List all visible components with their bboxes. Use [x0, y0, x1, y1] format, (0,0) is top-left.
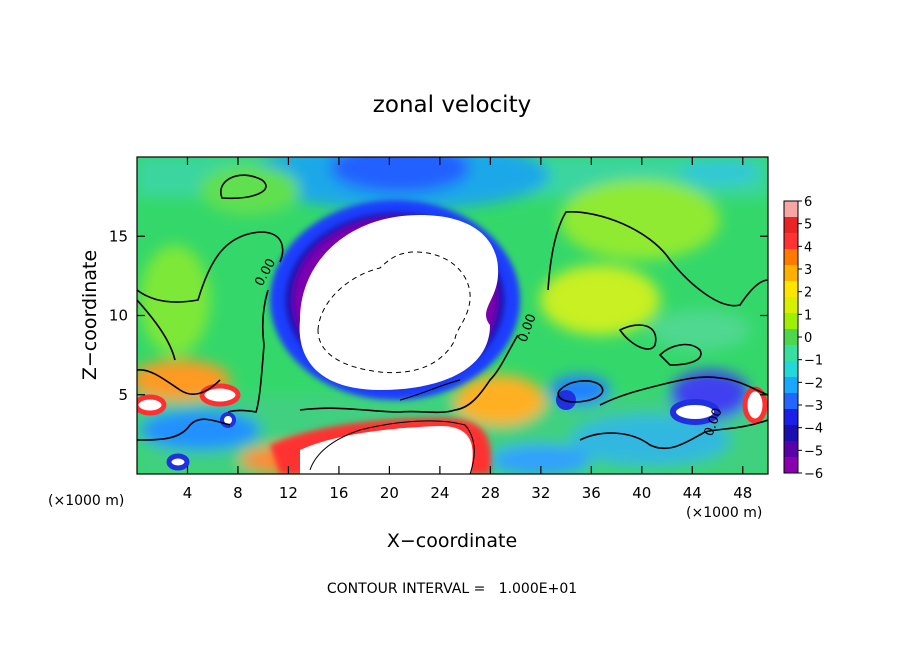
- x-tick-label: 8: [233, 484, 243, 502]
- colorbar-tick-label: 5: [804, 218, 812, 233]
- x-tick-label: 32: [531, 484, 550, 502]
- x-tick-label: 36: [582, 484, 601, 502]
- colorbar-segment: [784, 377, 798, 394]
- contour-interval-note: CONTOUR INTERVAL = 1.000E+01: [327, 581, 577, 597]
- colorbar-tick-label: 2: [804, 286, 812, 301]
- x-tick-label: 28: [481, 484, 500, 502]
- colorbar-tick-label: −4: [804, 422, 823, 437]
- colorbar-segment: [784, 297, 798, 314]
- colorbar-tick-label: −1: [804, 354, 823, 369]
- x-tick-label: 44: [683, 484, 702, 502]
- heatmap-field: [137, 157, 768, 474]
- colorbar-segment: [784, 345, 798, 362]
- colorbar-segment: [784, 409, 798, 426]
- colorbar-tick-label: 4: [804, 240, 812, 255]
- colorbar-tick-label: −2: [804, 376, 823, 391]
- x-tick-label: 20: [380, 484, 399, 502]
- colorbar-segment: [784, 361, 798, 378]
- colorbar-segment: [784, 329, 798, 346]
- x-unit-left: (×1000 m): [48, 493, 124, 509]
- vortex-core: [299, 215, 499, 390]
- y-tick-label: 5: [118, 386, 128, 404]
- colorbar-tick-label: −6: [804, 467, 823, 482]
- colorbar-tick-label: −5: [804, 444, 823, 459]
- y-tick-label: 15: [109, 227, 128, 245]
- y-tick-label: 10: [109, 307, 128, 325]
- colorbar-tick-label: 0: [804, 331, 812, 346]
- colorbar-segment: [784, 441, 798, 458]
- colorbar-segment: [784, 393, 798, 410]
- x-tick-label: 16: [329, 484, 348, 502]
- x-tick-label: 24: [430, 484, 449, 502]
- colorbar-segment: [784, 281, 798, 298]
- colorbar-segment: [784, 249, 798, 266]
- colorbar-tick-label: 3: [804, 263, 812, 278]
- chart-title: zonal velocity: [373, 92, 531, 118]
- contour-lines: [137, 174, 768, 474]
- y-axis: 5 10 15: [109, 227, 768, 404]
- y-axis-label: Z−coordinate: [79, 250, 101, 380]
- colorbar-tick-label: −3: [804, 399, 823, 414]
- colorbar-segment: [784, 425, 798, 442]
- colorbar: 6 5 4 3 2 1 0 −1 −2 −3 −4 −5 −6: [783, 195, 823, 482]
- colorbar-segment: [784, 217, 798, 234]
- colorbar-segment: [784, 265, 798, 282]
- colorbar-segment: [784, 233, 798, 250]
- x-tick-label: 40: [632, 484, 651, 502]
- dashed-contour: [317, 251, 471, 374]
- colorbar-segment: [784, 313, 798, 330]
- x-axis-label: X−coordinate: [387, 530, 517, 552]
- x-tick-label: 48: [733, 484, 752, 502]
- colorbar-tick-label: 6: [804, 195, 812, 210]
- x-tick-label: 4: [183, 484, 193, 502]
- colorbar-segment: [784, 201, 798, 218]
- colorbar-segment: [784, 457, 798, 474]
- x-unit-right: (×1000 m): [686, 505, 762, 521]
- colorbar-tick-label: 1: [804, 308, 812, 323]
- x-tick-label: 12: [279, 484, 298, 502]
- x-axis: 4 8 12 16 20 24 28 32 36 40 44 48: [183, 157, 752, 502]
